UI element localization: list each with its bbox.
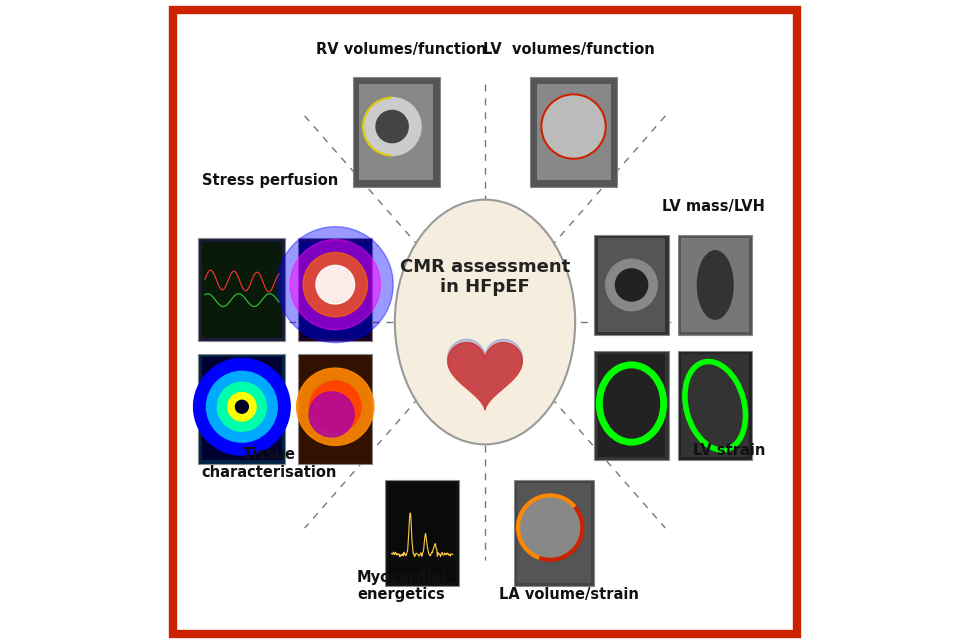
FancyBboxPatch shape bbox=[202, 242, 282, 338]
FancyBboxPatch shape bbox=[680, 354, 748, 457]
Circle shape bbox=[541, 95, 605, 159]
FancyBboxPatch shape bbox=[297, 238, 372, 341]
FancyBboxPatch shape bbox=[202, 357, 282, 460]
Text: LA volume/strain: LA volume/strain bbox=[498, 587, 638, 602]
Polygon shape bbox=[447, 343, 522, 410]
FancyBboxPatch shape bbox=[199, 238, 285, 341]
FancyBboxPatch shape bbox=[514, 480, 594, 586]
Text: Tissue
characterisation: Tissue characterisation bbox=[202, 448, 336, 480]
Text: RV volumes/function: RV volumes/function bbox=[316, 42, 486, 57]
FancyBboxPatch shape bbox=[677, 235, 752, 335]
Circle shape bbox=[277, 227, 392, 343]
Circle shape bbox=[309, 381, 360, 433]
Circle shape bbox=[235, 401, 248, 413]
FancyBboxPatch shape bbox=[388, 483, 455, 583]
Text: LV strain: LV strain bbox=[692, 443, 765, 459]
FancyBboxPatch shape bbox=[536, 84, 610, 180]
FancyBboxPatch shape bbox=[529, 77, 616, 187]
FancyBboxPatch shape bbox=[597, 238, 665, 332]
Circle shape bbox=[194, 359, 290, 455]
Circle shape bbox=[297, 368, 373, 446]
Circle shape bbox=[290, 240, 380, 330]
FancyBboxPatch shape bbox=[301, 357, 368, 460]
FancyBboxPatch shape bbox=[597, 354, 665, 457]
Text: LV mass/LVH: LV mass/LVH bbox=[662, 198, 765, 214]
Circle shape bbox=[362, 98, 421, 156]
Polygon shape bbox=[447, 339, 522, 407]
Text: LV  volumes/function: LV volumes/function bbox=[483, 42, 654, 57]
Circle shape bbox=[614, 269, 647, 301]
FancyBboxPatch shape bbox=[199, 354, 285, 464]
FancyBboxPatch shape bbox=[301, 242, 368, 338]
Circle shape bbox=[302, 252, 367, 317]
Circle shape bbox=[517, 495, 581, 560]
Circle shape bbox=[316, 265, 355, 304]
Text: CMR assessment
in HFpEF: CMR assessment in HFpEF bbox=[399, 258, 570, 296]
FancyBboxPatch shape bbox=[680, 238, 748, 332]
Circle shape bbox=[217, 383, 266, 431]
FancyBboxPatch shape bbox=[677, 351, 752, 460]
Circle shape bbox=[206, 372, 277, 442]
Circle shape bbox=[376, 111, 408, 143]
Text: Myocardial
energetics: Myocardial energetics bbox=[356, 570, 446, 602]
FancyBboxPatch shape bbox=[353, 77, 440, 187]
Ellipse shape bbox=[394, 200, 575, 444]
Circle shape bbox=[605, 260, 657, 311]
FancyBboxPatch shape bbox=[594, 351, 668, 460]
FancyBboxPatch shape bbox=[385, 480, 458, 586]
FancyBboxPatch shape bbox=[516, 483, 591, 583]
FancyBboxPatch shape bbox=[359, 84, 433, 180]
Circle shape bbox=[228, 393, 256, 421]
FancyBboxPatch shape bbox=[594, 235, 668, 335]
FancyBboxPatch shape bbox=[297, 354, 372, 464]
Text: Stress perfusion: Stress perfusion bbox=[202, 173, 337, 188]
Circle shape bbox=[309, 392, 354, 437]
Ellipse shape bbox=[696, 250, 733, 320]
